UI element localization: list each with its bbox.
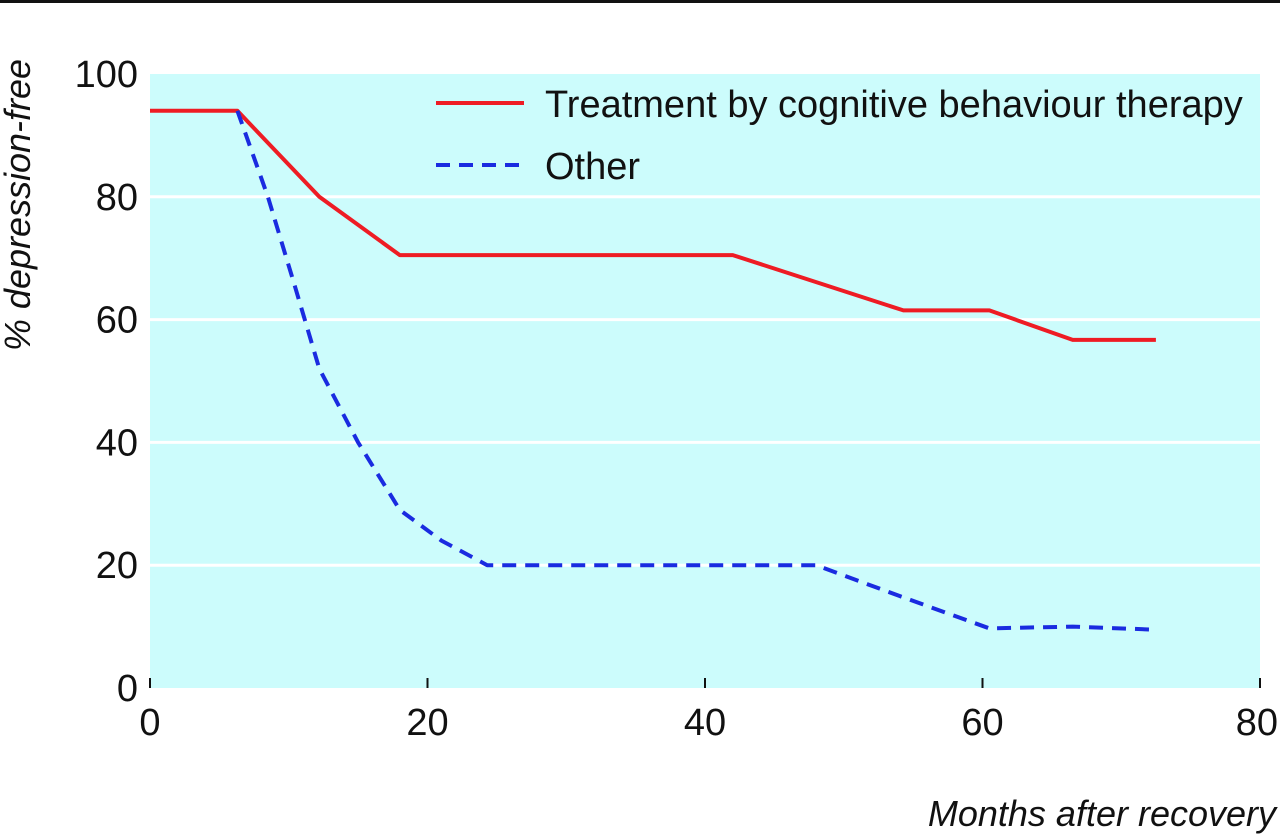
y-axis-title: % depression-free: [0, 59, 38, 351]
y-tick-label: 20: [96, 545, 138, 587]
series-layer: [150, 108, 1156, 632]
gridlines: [150, 195, 1260, 567]
y-tick-label: 40: [96, 422, 138, 464]
x-tick-label: 80: [1236, 702, 1278, 744]
plot-area: [150, 74, 1260, 688]
x-axis-title: Months after recovery: [928, 793, 1278, 834]
x-tick-label: 60: [961, 702, 1003, 744]
x-tick-label: 0: [139, 702, 160, 744]
legend-label-2: Other: [545, 146, 640, 188]
series-line-2: [235, 110, 1156, 632]
x-tick-label: 20: [406, 702, 448, 744]
legend-label-1: Treatment by cognitive behaviour therapy: [545, 84, 1243, 126]
y-tick-label: 60: [96, 300, 138, 342]
y-tick-label: 100: [75, 54, 138, 96]
x-tick-label: 40: [684, 702, 726, 744]
legend: Treatment by cognitive behaviour therapy…: [436, 84, 1243, 188]
axes: 0 20 40 60 80 100 0 20 40 60 80: [75, 54, 1278, 744]
y-tick-label: 0: [117, 668, 138, 710]
series-line-1: [150, 108, 1156, 342]
y-tick-label: 80: [96, 177, 138, 219]
